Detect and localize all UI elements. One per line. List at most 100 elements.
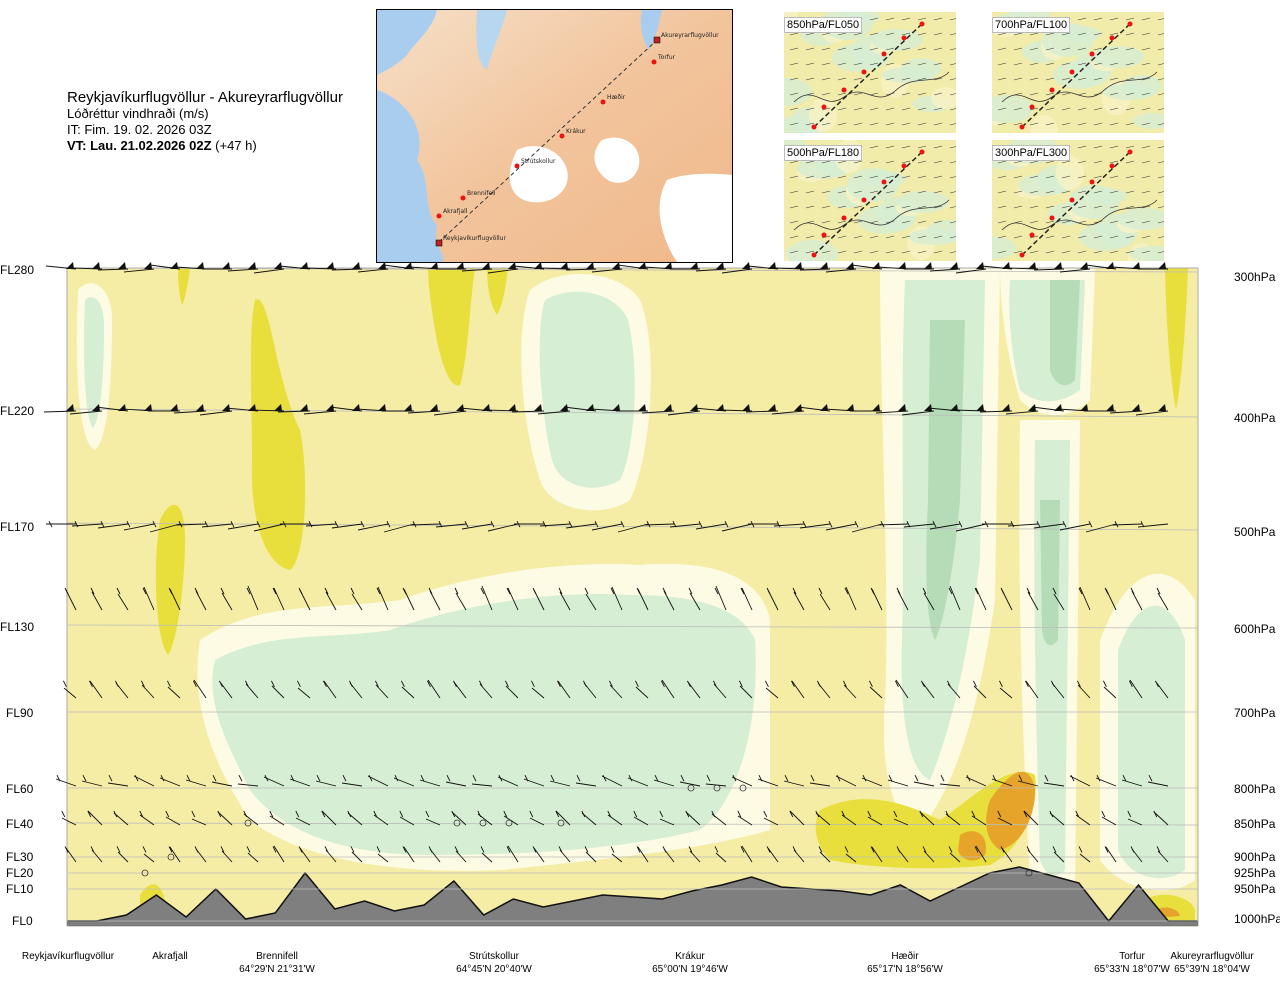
wind-barb-feather [308,520,313,528]
wind-barb-feather [880,520,885,528]
fl-label-20: FL20 [6,866,34,880]
wind-barb-feather [581,810,586,818]
wind-barb-feather [685,810,690,818]
wind-barb-feather [243,810,248,818]
wind-barb-flag [612,404,620,411]
wind-barb [765,687,779,699]
wind-barb [1127,818,1143,826]
wind-barb-feather [867,810,872,818]
wind-barb-feather [972,680,977,688]
waypoint-akureyri: Akureyrarflugvöllur 65°39'N 18°04'W [1170,950,1253,976]
p-label-900: 900hPa [1234,850,1276,864]
wind-barb-feather [740,846,745,853]
wind-barb-flag [898,404,906,411]
wind-barb [799,268,831,271]
valid-time: VT: Lau. 21.02.2026 02Z (+47 h) [67,138,343,154]
wind-barb [965,776,987,787]
wind-barb-feather [168,846,173,853]
wind-barb-feather [220,846,225,853]
wind-barb-feather [628,774,633,782]
wind-barb [1033,268,1065,271]
calm-wind-marker [244,819,252,827]
waypoint-name: Akrafjall [152,951,188,962]
wind-barb [117,851,129,863]
wind-barb-feather [1104,587,1109,595]
wind-barb-feather [532,846,537,853]
waypoint-name: Reykjavíkurflugvöllur [21,951,115,962]
wind-barb-flag [274,262,282,269]
wind-barb-feather [74,520,79,528]
wind-barb-feather [194,587,199,595]
wind-barb [895,679,909,699]
wind-barb-feather [524,774,529,782]
wind-barb-feather [610,587,615,595]
wind-barb-feather [1075,810,1080,818]
wind-barb-flag [898,262,906,269]
wind-barb-feather [126,520,131,528]
p-label-925: 925hPa [1234,866,1276,880]
wind-barb-feather [1128,680,1133,688]
wind-barb [89,680,103,699]
waypoint-name: Krákur [675,951,705,962]
wind-barb [1023,810,1039,826]
wind-barb [715,585,727,611]
wind-barb [565,268,597,271]
wind-barb [1033,523,1065,529]
wind-barb-flag [144,262,152,269]
wind-barb [819,593,831,611]
level-map-700-svg [992,12,1164,133]
wind-barb [511,410,545,413]
issue-time: IT: Fim. 19. 02. 2026 03Z [67,122,212,137]
wind-barb [825,523,857,531]
wind-barb [69,410,103,415]
fl-label-170: FL170 [0,520,35,534]
wind-barb-feather [766,587,771,595]
wind-barb-feather [140,680,145,688]
wind-barb-feather [724,520,729,528]
wind-barb-feather [166,680,171,688]
wind-barb [531,687,545,699]
wind-barb [949,852,961,863]
wind-barb-feather [711,810,716,818]
wind-barb-feather [139,810,144,818]
wind-barb-feather [789,810,794,818]
wind-barb-feather [1148,774,1153,782]
wind-barb [497,776,519,787]
wind-barb-feather [1023,810,1028,818]
wind-barb [871,846,883,863]
wind-barb [955,268,987,274]
wind-barb [383,523,415,533]
wind-barb-feather [64,587,69,595]
wind-barb [237,783,259,787]
wind-barb [195,590,207,611]
wind-barb-feather [451,810,456,818]
wind-barb-feather [997,810,1002,818]
valid-time-offset: (+47 h) [215,138,257,153]
wind-barb [143,586,155,611]
wind-barb [635,686,649,699]
wind-barb-feather [732,774,737,782]
wind-barb [1157,592,1169,611]
wind-barb [897,590,909,611]
wind-barb-feather [334,520,339,528]
wind-barb-feather [854,520,859,528]
calm-wind-marker [141,869,149,877]
wind-barb-feather [940,774,945,782]
wind-barb [481,852,493,863]
wind-barb [1005,410,1039,415]
wind-barb [939,783,961,787]
wind-barb-flag [1132,404,1140,411]
wind-barb [451,811,467,826]
wind-barb [825,268,857,273]
calm-wind-marker [557,819,565,827]
wind-barb [401,686,415,699]
wind-barb-feather [1153,810,1158,818]
wind-barb-feather [758,774,763,782]
map-waypoint-label: Krákur [566,128,586,135]
wind-barb-feather [342,774,347,782]
wind-barb-feather [186,774,191,782]
wind-barb-flag [846,404,854,411]
wind-barb [869,686,883,699]
wind-barb-feather [142,587,147,595]
wind-barb-feather [1026,587,1031,595]
